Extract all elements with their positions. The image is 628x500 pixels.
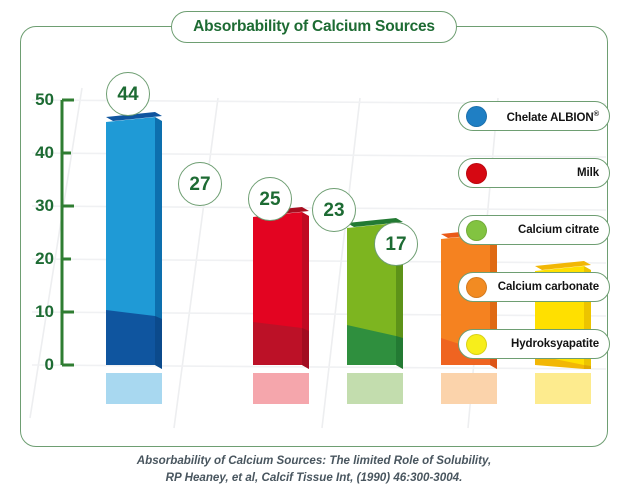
legend-dot-milk — [466, 162, 487, 184]
plot-svg — [29, 87, 606, 429]
legend-dot-hydroksyapatite — [466, 333, 487, 355]
legend-label-calcium-carbonate: Calcium carbonate — [487, 281, 609, 293]
value-label: 44 — [117, 83, 139, 105]
y-tick-40: 40 — [35, 143, 54, 162]
legend-text: Hydroksyapatite — [511, 338, 599, 350]
legend-text: Milk — [577, 167, 599, 179]
source-caption: Absorbability of Calcium Sources: The li… — [0, 452, 628, 487]
chart-title-pill: Absorbability of Calcium Sources — [171, 11, 457, 43]
page-title: Absorbability of Calcium Sources — [193, 18, 435, 35]
legend-item-chelate-albion[interactable]: Chelate ALBION® — [458, 101, 610, 131]
legend-item-milk[interactable]: Milk — [458, 158, 610, 188]
legend-item-calcium-citrate[interactable]: Calcium citrate — [458, 215, 610, 245]
y-tick-20: 20 — [35, 249, 54, 268]
registered-mark: ® — [593, 108, 600, 118]
value-label: 23 — [323, 199, 345, 221]
legend-item-calcium-carbonate[interactable]: Calcium carbonate — [458, 272, 610, 302]
legend-label-hydroksyapatite: Hydroksyapatite — [487, 338, 609, 350]
legend-label-calcium-citrate: Calcium citrate — [487, 224, 609, 236]
value-bubble-chelate-albion: 44 — [106, 72, 150, 116]
legend-label-chelate-albion: Chelate ALBION® — [487, 109, 609, 124]
legend-text: Chelate ALBION — [506, 111, 594, 124]
legend-text: Calcium citrate — [518, 224, 599, 236]
value-bubble-milk: 27 — [178, 162, 222, 206]
y-tick-10: 10 — [35, 302, 54, 321]
legend-label-milk: Milk — [487, 167, 609, 179]
bar-chelate-albion — [106, 112, 162, 404]
legend-dot-calcium-citrate — [466, 219, 487, 241]
value-label: 25 — [259, 188, 281, 210]
legend-dot-chelate-albion — [466, 105, 487, 127]
y-axis — [60, 98, 74, 367]
y-tick-30: 30 — [35, 196, 54, 215]
bar-calcium-carbonate — [441, 229, 497, 404]
caption-line-2: RP Heaney, et al, Calcif Tissue Int, (19… — [165, 471, 463, 485]
value-bubble-hydroksyapatite: 17 — [374, 222, 418, 266]
legend-text: Calcium carbonate — [497, 281, 599, 293]
y-tick-50: 50 — [35, 90, 54, 109]
value-bubble-calcium-carbonate: 23 — [312, 188, 356, 232]
plot-area: 50 40 30 20 10 0 — [22, 28, 606, 445]
value-label: 27 — [189, 173, 211, 195]
y-tick-0: 0 — [44, 355, 54, 374]
legend-dot-calcium-carbonate — [466, 276, 487, 298]
caption-line-1: Absorbability of Calcium Sources: The li… — [136, 454, 492, 467]
legend-item-hydroksyapatite[interactable]: Hydroksyapatite — [458, 329, 610, 359]
value-label: 17 — [385, 233, 407, 255]
value-bubble-calcium-citrate: 25 — [248, 177, 292, 221]
bar-milk — [253, 207, 309, 404]
